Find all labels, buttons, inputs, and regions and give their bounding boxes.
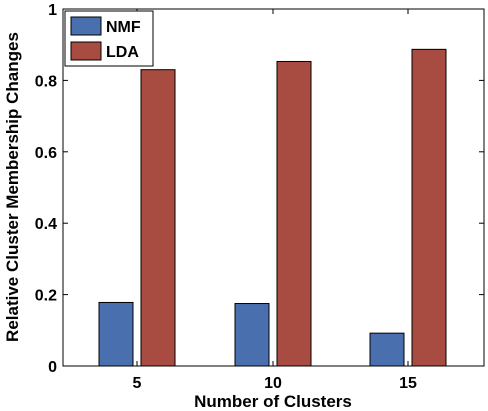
legend-swatch-nmf bbox=[70, 16, 102, 36]
y-axis: 0 0.2 0.4 0.6 0.8 1 bbox=[35, 2, 484, 376]
y-tick-label: 0 bbox=[48, 359, 57, 376]
y-axis-title: Relative Cluster Membership Changes bbox=[3, 32, 22, 342]
y-tick-label: 0.2 bbox=[35, 288, 57, 305]
bar-lda-10 bbox=[276, 60, 312, 367]
legend-label-nmf: NMF bbox=[106, 19, 141, 36]
x-tick-label: 10 bbox=[264, 375, 282, 392]
legend-swatch-lda bbox=[70, 41, 102, 61]
bar-nmf-15 bbox=[369, 332, 405, 367]
x-axis-title: Number of Clusters bbox=[194, 392, 352, 411]
bar-nmf-10 bbox=[234, 303, 270, 367]
bar-lda-15 bbox=[411, 48, 447, 367]
y-tick-label: 0.4 bbox=[35, 216, 57, 233]
bar-lda-5 bbox=[140, 69, 176, 367]
y-tick-label: 0.6 bbox=[35, 145, 57, 162]
x-tick-label: 15 bbox=[399, 375, 417, 392]
bar-nmf-5 bbox=[98, 301, 134, 367]
x-tick-label: 5 bbox=[133, 375, 142, 392]
legend: NMF LDA bbox=[64, 10, 154, 67]
bars-layer bbox=[98, 48, 447, 367]
x-axis: 5 10 15 bbox=[133, 9, 417, 392]
legend-label-lda: LDA bbox=[106, 44, 139, 61]
y-tick-label: 1 bbox=[48, 2, 57, 19]
y-tick-label: 0.8 bbox=[35, 73, 57, 90]
